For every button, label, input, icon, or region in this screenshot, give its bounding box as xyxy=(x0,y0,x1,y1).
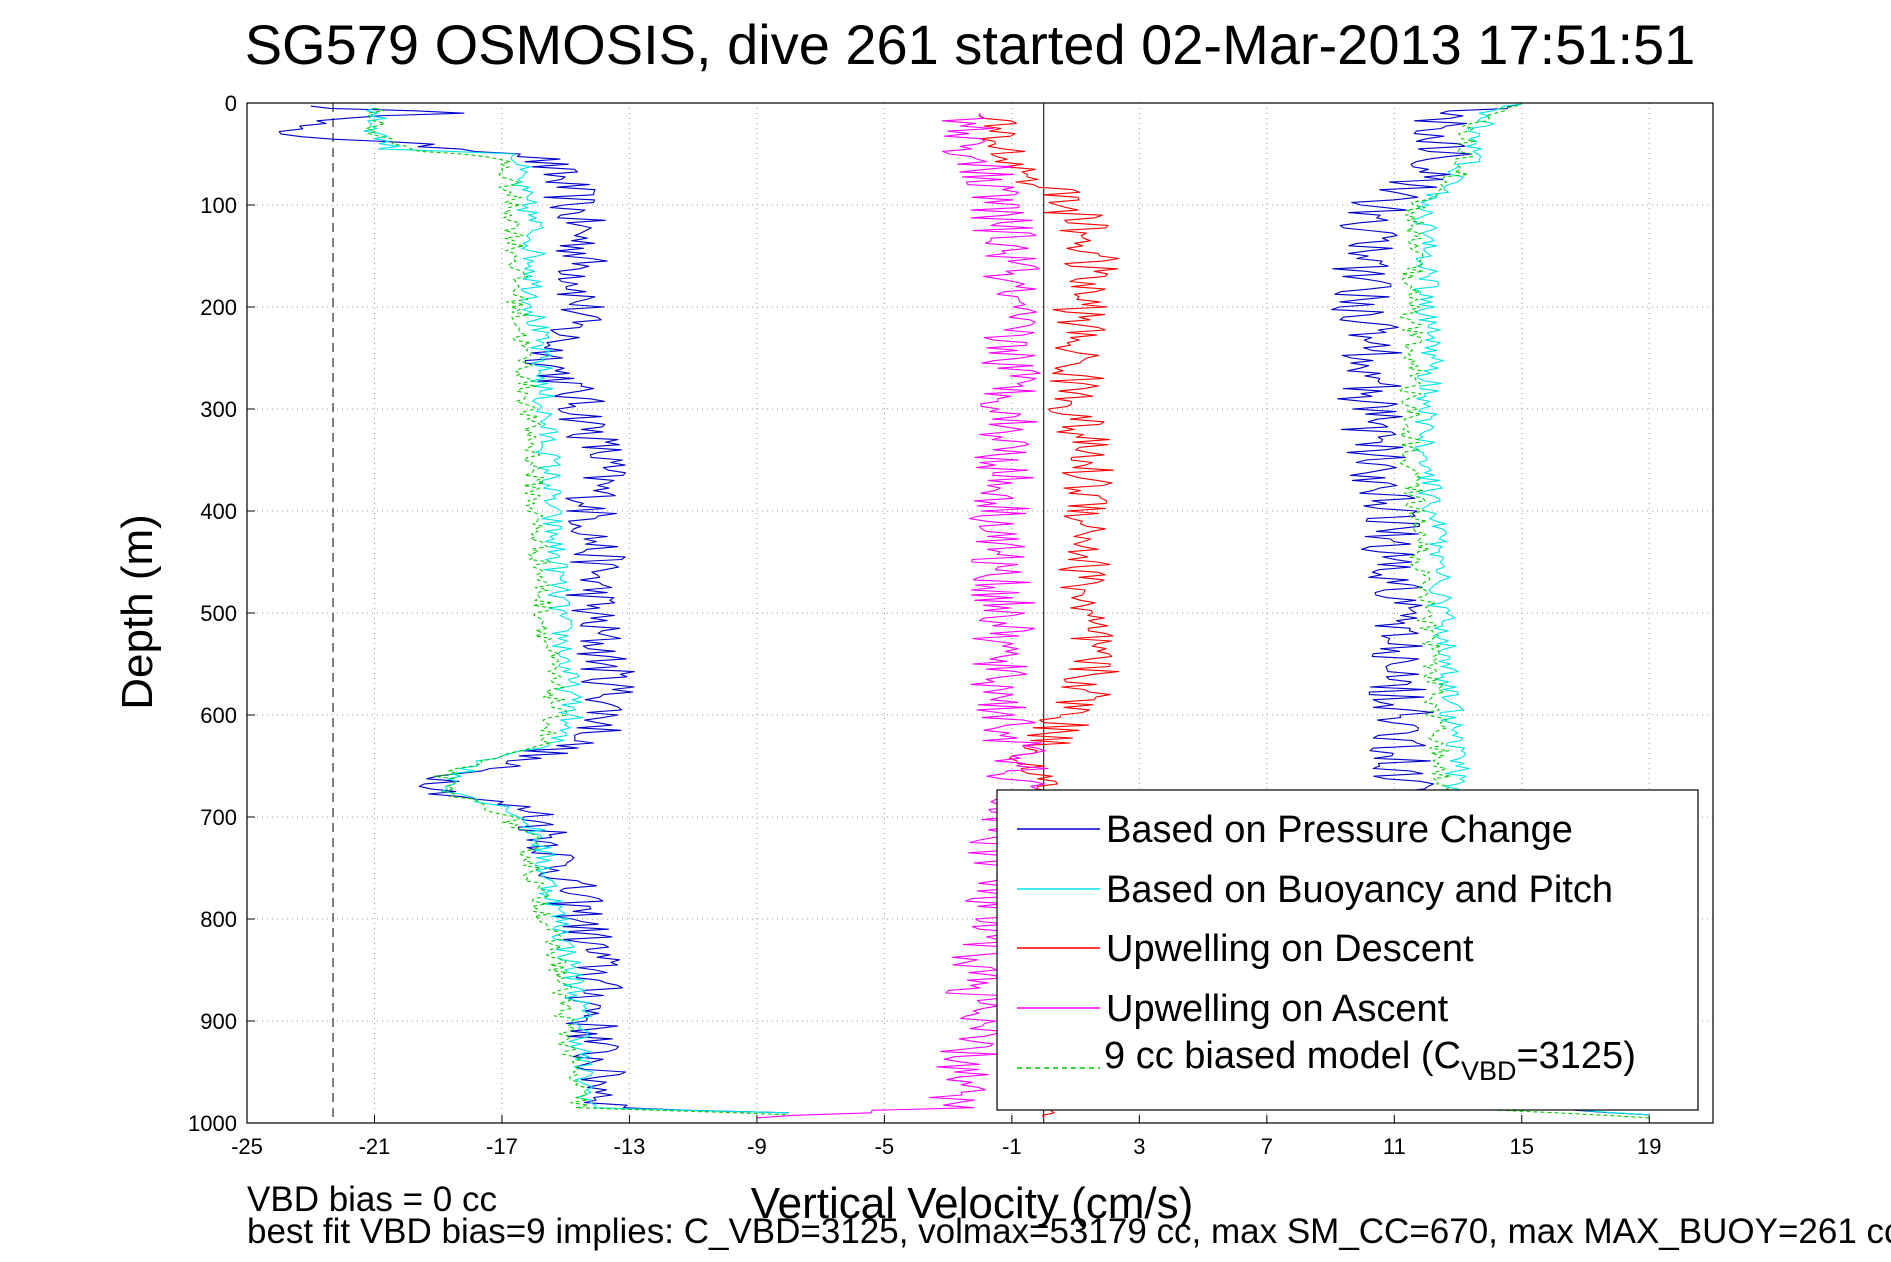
x-tick-label: 7 xyxy=(1261,1134,1273,1159)
x-tick-label: -25 xyxy=(231,1134,263,1159)
series-line-9-cc-biased-model-descent xyxy=(365,107,789,1116)
footnote-best-fit: best fit VBD bias=9 implies: C_VBD=3125,… xyxy=(247,1212,1891,1251)
chart-title: SG579 OSMOSIS, dive 261 started 02-Mar-2… xyxy=(245,13,1696,76)
legend-label-pressure: Based on Pressure Change xyxy=(1106,809,1573,851)
y-tick-label: 1000 xyxy=(188,1111,237,1136)
legend-label-model-tail: =3125) xyxy=(1516,1035,1635,1077)
series-line-based-on-pressure-change-descent xyxy=(278,105,789,1114)
x-tick-label: 3 xyxy=(1133,1134,1145,1159)
y-tick-label: 200 xyxy=(200,295,237,320)
series-line-based-on-buoyancy-and-pitch-descent xyxy=(363,107,789,1114)
legend-label-buoyancy: Based on Buoyancy and Pitch xyxy=(1106,869,1613,911)
y-tick-label: 700 xyxy=(200,805,237,830)
x-tick-label: -13 xyxy=(614,1134,646,1159)
x-tick-label: -9 xyxy=(747,1134,767,1159)
x-tick-label: 11 xyxy=(1383,1134,1406,1159)
x-tick-label: 19 xyxy=(1637,1134,1661,1159)
x-tick-label: 15 xyxy=(1510,1134,1534,1159)
legend: Based on Pressure Change Based on Buoyan… xyxy=(996,789,1699,1111)
x-tick-label: -1 xyxy=(1002,1134,1022,1159)
x-tick-label: -5 xyxy=(875,1134,895,1159)
legend-label-ascent: Upwelling on Ascent xyxy=(1106,988,1449,1030)
y-tick-label: 900 xyxy=(200,1009,237,1034)
legend-label-descent: Upwelling on Descent xyxy=(1106,928,1474,970)
x-tick-label: -17 xyxy=(486,1134,518,1159)
y-tick-label: 500 xyxy=(200,601,237,626)
legend-label-model-main: 9 cc biased model (C xyxy=(1104,1035,1461,1077)
y-tick-label: 0 xyxy=(225,91,237,116)
footnote-vbd-bias: VBD bias = 0 cc xyxy=(247,1180,497,1219)
axis-ticks: -25 -21 -17 -13 -9 -5 -1 3 7 11 15 1901002003004005… xyxy=(188,91,1661,1159)
y-axis-label: Depth (m) xyxy=(113,514,162,710)
x-tick-label: -21 xyxy=(359,1134,391,1159)
legend-label-model-sub: VBD xyxy=(1461,1056,1517,1086)
y-tick-label: 300 xyxy=(200,397,237,422)
y-tick-label: 400 xyxy=(200,499,237,524)
x-axis-label: Vertical Velocity (cm/s) xyxy=(751,1179,1194,1228)
legend-label-model: 9 cc biased model (CVBD=3125) xyxy=(1104,1035,1636,1086)
y-tick-label: 100 xyxy=(200,193,237,218)
y-tick-label: 600 xyxy=(200,703,237,728)
legend-box xyxy=(996,789,1699,1111)
y-tick-label: 800 xyxy=(200,907,237,932)
